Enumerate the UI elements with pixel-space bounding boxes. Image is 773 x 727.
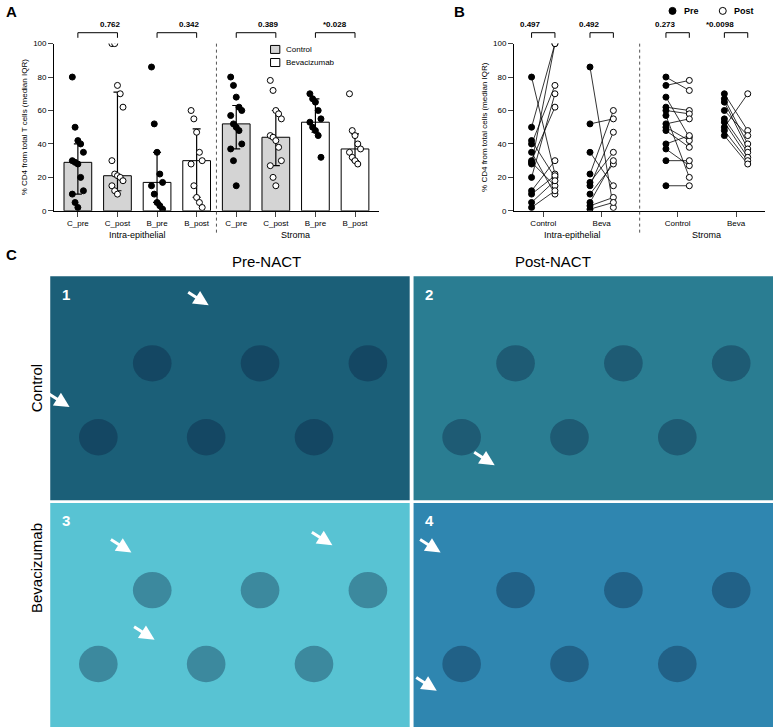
svg-text:B: B xyxy=(454,3,465,20)
svg-text:B_pre: B_pre xyxy=(146,219,168,228)
svg-text:0.273: 0.273 xyxy=(655,20,676,29)
svg-text:C: C xyxy=(6,246,17,263)
svg-text:Pre-NACT: Pre-NACT xyxy=(232,253,301,270)
svg-text:2: 2 xyxy=(425,286,433,303)
svg-text:*0.028: *0.028 xyxy=(323,20,347,29)
svg-text:60: 60 xyxy=(498,106,507,115)
svg-text:0.389: 0.389 xyxy=(258,20,279,29)
svg-text:100: 100 xyxy=(493,39,507,48)
svg-text:C_pre: C_pre xyxy=(225,219,247,228)
svg-text:60: 60 xyxy=(38,106,47,115)
svg-text:1: 1 xyxy=(62,286,70,303)
svg-text:20: 20 xyxy=(498,173,507,182)
svg-text:0: 0 xyxy=(42,207,47,216)
svg-text:0.762: 0.762 xyxy=(100,20,121,29)
svg-text:Beva: Beva xyxy=(727,219,746,228)
svg-text:Control: Control xyxy=(286,45,312,54)
svg-text:80: 80 xyxy=(38,73,47,82)
svg-text:Intra-epithelial: Intra-epithelial xyxy=(544,230,601,240)
svg-text:C_post: C_post xyxy=(105,219,131,228)
svg-text:0.497: 0.497 xyxy=(520,20,541,29)
svg-text:100: 100 xyxy=(33,39,47,48)
svg-text:% CD4 from total T cells (medi: % CD4 from total T cells (median IQR) xyxy=(20,59,29,196)
svg-text:Bevacizumab: Bevacizumab xyxy=(286,58,335,67)
svg-text:B_post: B_post xyxy=(184,219,210,228)
svg-text:3: 3 xyxy=(62,512,70,529)
svg-text:0.342: 0.342 xyxy=(179,20,200,29)
svg-text:% CD4 from total cells (median: % CD4 from total cells (median IQR) xyxy=(480,62,489,192)
svg-text:A: A xyxy=(6,3,17,20)
svg-text:0.492: 0.492 xyxy=(579,20,600,29)
svg-text:Stroma: Stroma xyxy=(281,230,310,240)
svg-text:20: 20 xyxy=(38,173,47,182)
svg-text:Control: Control xyxy=(530,219,556,228)
svg-text:4: 4 xyxy=(425,512,434,529)
svg-text:80: 80 xyxy=(498,73,507,82)
svg-text:C_post: C_post xyxy=(263,219,289,228)
svg-text:*0.0098: *0.0098 xyxy=(706,20,734,29)
svg-text:0: 0 xyxy=(502,207,507,216)
svg-text:40: 40 xyxy=(498,140,507,149)
svg-text:C_pre: C_pre xyxy=(67,219,89,228)
svg-text:40: 40 xyxy=(38,140,47,149)
svg-text:Post-NACT: Post-NACT xyxy=(515,253,591,270)
svg-text:Bevacizumab: Bevacizumab xyxy=(28,523,45,613)
svg-text:B_pre: B_pre xyxy=(305,219,327,228)
svg-text:Control: Control xyxy=(28,364,45,412)
svg-text:B_post: B_post xyxy=(343,219,369,228)
svg-text:Control: Control xyxy=(665,219,691,228)
svg-text:Pre: Pre xyxy=(684,6,699,16)
svg-text:Beva: Beva xyxy=(593,219,612,228)
svg-text:Stroma: Stroma xyxy=(692,230,721,240)
svg-text:Intra-epithelial: Intra-epithelial xyxy=(109,230,166,240)
svg-text:Post: Post xyxy=(734,6,754,16)
